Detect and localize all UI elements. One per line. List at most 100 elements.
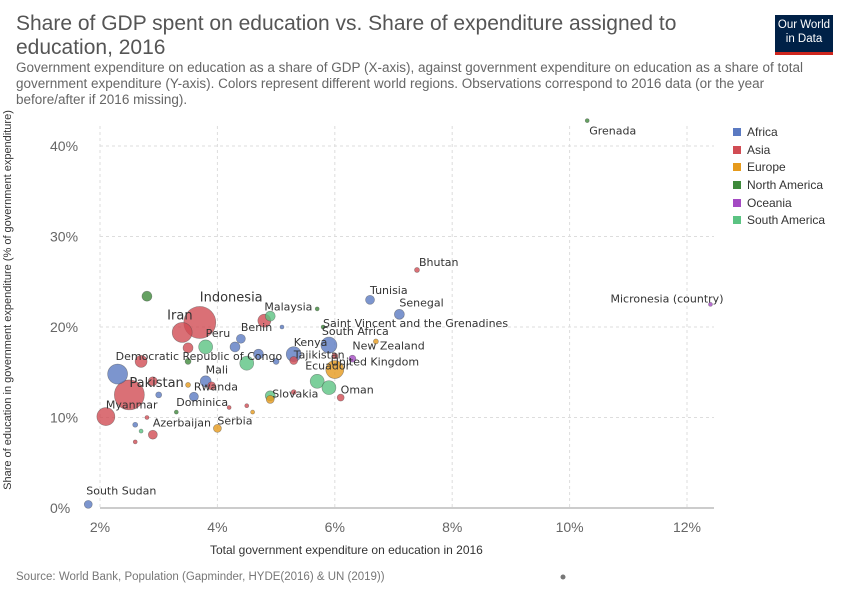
data-point[interactable]	[584, 118, 590, 123]
point-label: Malaysia	[264, 301, 312, 314]
data-point[interactable]	[236, 333, 246, 344]
point-label: Senegal	[399, 296, 443, 309]
point-label: Rwanda	[194, 381, 238, 394]
data-point[interactable]	[314, 306, 320, 312]
data-point[interactable]	[138, 428, 144, 434]
point-label: Micronesia (country)	[610, 292, 723, 305]
data-point[interactable]	[174, 409, 179, 415]
data-point[interactable]	[309, 373, 325, 389]
legend-item[interactable]: Asia	[733, 141, 825, 159]
point-label: New Zealand	[352, 340, 424, 353]
legend-item[interactable]: Africa	[733, 123, 825, 141]
data-point[interactable]	[155, 391, 162, 399]
point-label: Tunisia	[369, 284, 408, 297]
data-point[interactable]	[213, 424, 222, 433]
logo-line-2: in Data	[785, 33, 823, 45]
legend-label: Asia	[747, 142, 771, 157]
info-dot-icon	[560, 574, 566, 580]
data-point[interactable]	[198, 339, 213, 355]
legend-item[interactable]: Oceania	[733, 194, 825, 212]
data-point[interactable]	[321, 380, 337, 395]
legend-swatch	[733, 163, 741, 172]
x-tick-label: 4%	[207, 519, 227, 535]
data-point[interactable]	[320, 336, 338, 354]
point-label: Pakistan	[129, 376, 183, 391]
data-point[interactable]	[229, 341, 241, 353]
point-label: Indonesia	[200, 290, 263, 305]
chart-subtitle: Government expenditure on education as a…	[16, 60, 803, 107]
point-label: Peru	[206, 327, 231, 340]
data-point[interactable]	[148, 376, 158, 387]
data-point[interactable]	[244, 403, 250, 409]
data-point[interactable]	[348, 354, 357, 363]
data-point[interactable]	[171, 322, 193, 343]
data-point[interactable]	[107, 363, 128, 385]
legend-swatch	[733, 180, 741, 189]
legend-label: Africa	[747, 124, 778, 139]
data-point[interactable]	[414, 267, 420, 273]
data-point[interactable]	[253, 348, 264, 360]
data-point[interactable]	[182, 342, 194, 354]
data-point[interactable]	[265, 395, 275, 404]
legend-label: South America	[747, 213, 826, 228]
y-tick-label: 0%	[50, 500, 70, 516]
point-label: Saint Vincent and the Grenadines	[323, 317, 508, 330]
data-point[interactable]	[336, 393, 345, 402]
data-point[interactable]	[320, 324, 326, 330]
data-point[interactable]	[184, 358, 192, 365]
data-point[interactable]	[373, 338, 379, 345]
data-point[interactable]	[132, 421, 139, 428]
data-point[interactable]	[279, 324, 285, 330]
data-point[interactable]	[272, 358, 280, 365]
point-label: Serbia	[217, 414, 252, 427]
x-tick-label: 8%	[442, 519, 462, 535]
point-label: Democratic Republic of Congo	[116, 350, 283, 363]
legend: Africa Asia Europe North America Oceania Sout…	[733, 123, 825, 229]
data-point[interactable]	[365, 295, 375, 305]
point-label: Mali	[206, 363, 228, 376]
data-point[interactable]	[141, 290, 153, 302]
x-axis-label: Total government expenditure on educatio…	[210, 543, 483, 557]
data-point[interactable]	[148, 429, 158, 440]
y-tick-label: 20%	[50, 319, 78, 335]
data-point[interactable]	[207, 381, 216, 391]
legend-item[interactable]: North America	[733, 176, 825, 194]
point-label: Kenya	[294, 336, 328, 349]
data-point[interactable]	[708, 302, 713, 307]
data-point[interactable]	[325, 360, 345, 379]
data-point[interactable]	[134, 355, 148, 368]
data-point[interactable]	[239, 355, 255, 371]
data-point[interactable]	[289, 356, 299, 365]
data-point[interactable]	[96, 407, 116, 426]
owid-logo[interactable]: Our World in Data	[775, 15, 833, 55]
data-point[interactable]	[331, 352, 339, 360]
x-tick-label: 2%	[90, 519, 110, 535]
point-label: Bhutan	[419, 256, 459, 269]
chart-title: Share of GDP spent on education vs. Shar…	[16, 12, 677, 59]
data-point[interactable]	[189, 391, 199, 402]
data-point[interactable]	[132, 439, 138, 445]
data-point[interactable]	[83, 500, 93, 509]
source-note: Source: World Bank, Population (Gapminde…	[16, 571, 385, 583]
data-point[interactable]	[226, 405, 232, 410]
point-label: United Kingdom	[331, 356, 419, 369]
legend-label: Europe	[747, 160, 786, 175]
data-point[interactable]	[264, 310, 276, 322]
legend-swatch	[733, 198, 741, 207]
legend-item[interactable]: Europe	[733, 158, 825, 176]
legend-swatch	[733, 216, 741, 225]
y-axis-label: Share of education in government expendi…	[2, 110, 14, 490]
data-point[interactable]	[185, 382, 191, 388]
logo-line-1: Our World	[777, 19, 831, 31]
data-point[interactable]	[250, 409, 255, 415]
point-label: South Africa	[322, 325, 389, 338]
data-point[interactable]	[290, 389, 297, 395]
point-label: Myanmar	[106, 399, 158, 412]
data-point[interactable]	[394, 309, 405, 320]
data-point[interactable]	[114, 379, 145, 411]
point-label: South Sudan	[86, 484, 156, 497]
y-tick-label: 30%	[50, 229, 78, 245]
data-point[interactable]	[144, 415, 150, 420]
legend-item[interactable]: South America	[733, 211, 825, 229]
